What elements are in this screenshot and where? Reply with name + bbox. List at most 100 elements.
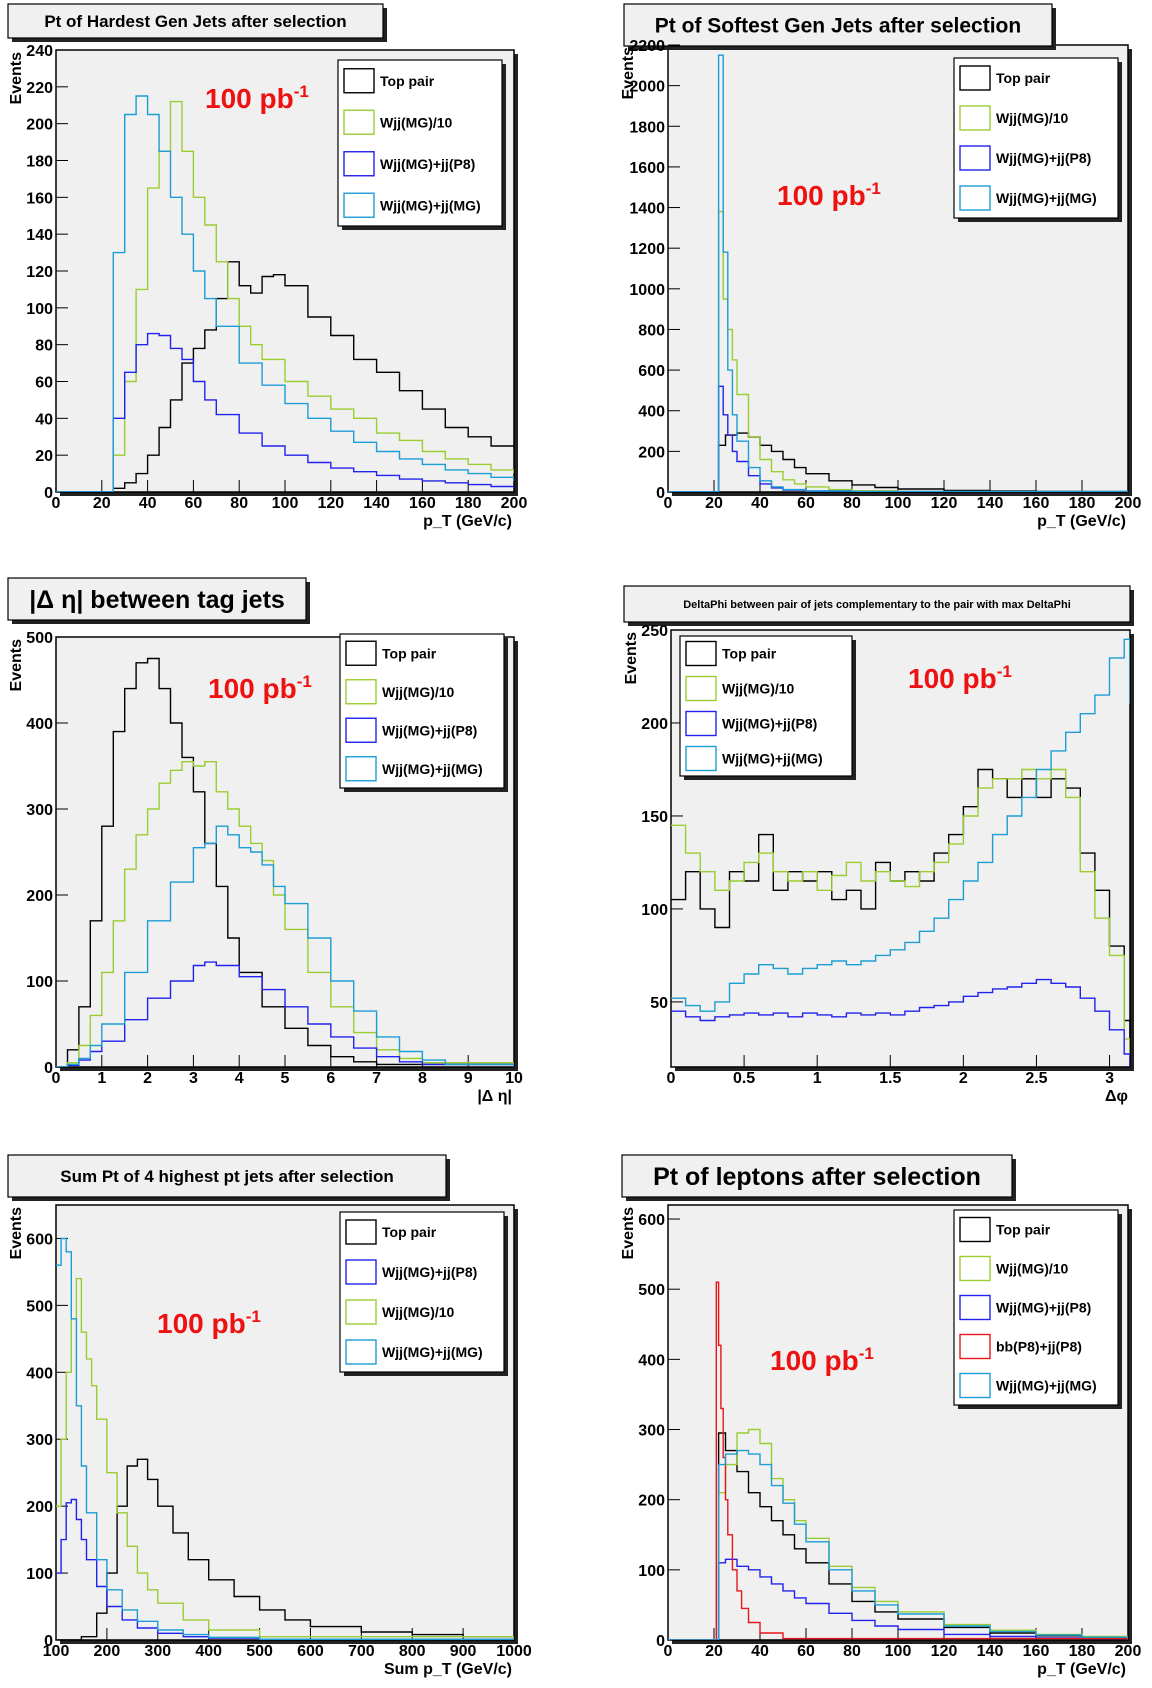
series-line-wjj-mg-jj-p8 xyxy=(56,332,514,492)
series-line-bb-p8-jj-p8 xyxy=(668,1281,1128,1640)
y-tick-label: 2000 xyxy=(629,79,665,96)
legend-entry: Top pair xyxy=(380,73,435,89)
legend-entry: Wjj(MG)/10 xyxy=(996,110,1069,126)
x-axis-label: p_T (GeV/c) xyxy=(1037,1661,1126,1678)
legend-swatch xyxy=(343,151,375,177)
y-tick-label: 600 xyxy=(638,363,665,380)
y-tick-label: 2200 xyxy=(629,38,665,55)
x-tick-label: 40 xyxy=(751,495,769,512)
x-tick-label: 120 xyxy=(931,495,958,512)
series-line-wjj-mg-jj-mg xyxy=(668,54,1128,492)
legend-entry: Wjj(MG)/10 xyxy=(380,114,453,130)
legend-swatch xyxy=(959,65,991,91)
legend-entry: Wjj(MG)+jj(P8) xyxy=(996,1300,1091,1316)
x-tick-label: 8 xyxy=(418,1070,427,1087)
chart-title: Pt of Softest Gen Jets after selection xyxy=(655,15,1021,38)
y-tick-label: 1600 xyxy=(629,160,665,177)
y-tick-label: 50 xyxy=(650,995,668,1012)
x-axis-label: p_T (GeV/c) xyxy=(423,513,512,530)
x-tick-label: 1000 xyxy=(496,1643,532,1660)
x-tick-label: 1 xyxy=(97,1070,106,1087)
series-line-wjj-mg-10 xyxy=(668,210,1128,492)
y-tick-label: 180 xyxy=(26,154,53,171)
legend-swatch xyxy=(685,745,717,772)
chart-panel-4: DeltaPhi between pair of jets complement… xyxy=(623,585,1134,1105)
chart-title: Pt of Hardest Gen Jets after selection xyxy=(44,12,346,31)
series-line-wjj-mg-jj-p8 xyxy=(671,978,1130,1067)
x-tick-label: 0 xyxy=(664,1643,673,1660)
series-line-wjj-mg-jj-mg xyxy=(56,825,514,1067)
legend-entry: Wjj(MG)+jj(MG) xyxy=(996,1378,1097,1394)
x-tick-label: 100 xyxy=(43,1643,70,1660)
y-axis-label: Events xyxy=(620,1207,637,1260)
y-tick-label: 400 xyxy=(26,716,53,733)
x-tick-label: 120 xyxy=(317,495,344,512)
y-tick-label: 1400 xyxy=(629,201,665,218)
y-tick-label: 20 xyxy=(35,448,53,465)
title-box xyxy=(7,577,307,621)
y-tick-label: 100 xyxy=(26,1566,53,1583)
y-axis-label: Events xyxy=(8,1207,25,1260)
legend-entry: Wjj(MG)/10 xyxy=(382,684,455,700)
legend-entry: Top pair xyxy=(382,645,437,661)
x-tick-label: 160 xyxy=(1023,1643,1050,1660)
x-tick-label: 9 xyxy=(464,1070,473,1087)
y-tick-label: 0 xyxy=(656,485,665,502)
y-axis-label: Events xyxy=(8,52,25,105)
legend-swatch xyxy=(959,185,991,211)
series-line-top-pair xyxy=(56,657,514,1067)
luminosity-label: 100 pb-1 xyxy=(208,672,312,704)
y-tick-label: 220 xyxy=(26,80,53,97)
legend-entry: Wjj(MG)+jj(P8) xyxy=(380,156,475,172)
title-box xyxy=(623,585,1131,623)
x-tick-label: 20 xyxy=(705,495,723,512)
y-tick-label: 300 xyxy=(638,1423,665,1440)
y-tick-label: 500 xyxy=(26,630,53,647)
luminosity-label: 100 pb-1 xyxy=(157,1307,261,1339)
x-tick-label: 0 xyxy=(52,1070,61,1087)
legend-entry: Wjj(MG)+jj(P8) xyxy=(382,722,477,738)
x-axis-label: |Δ η| xyxy=(477,1088,512,1105)
x-tick-label: 100 xyxy=(272,495,299,512)
x-tick-label: 140 xyxy=(977,1643,1004,1660)
x-tick-label: 0 xyxy=(664,495,673,512)
legend-swatch xyxy=(959,1372,991,1399)
y-tick-label: 200 xyxy=(641,716,668,733)
legend-entry: Wjj(MG)/10 xyxy=(382,1304,455,1320)
legend-swatch xyxy=(959,145,991,171)
title-box xyxy=(621,1154,1013,1198)
x-tick-label: 2 xyxy=(959,1070,968,1087)
series-line-wjj-mg-jj-mg xyxy=(671,638,1130,1012)
legend-entry: Wjj(MG)+jj(MG) xyxy=(722,751,823,767)
x-tick-label: 200 xyxy=(94,1643,121,1660)
x-tick-label: 3 xyxy=(1105,1070,1114,1087)
y-tick-label: 1000 xyxy=(629,282,665,299)
x-tick-label: 3 xyxy=(189,1070,198,1087)
legend-swatch xyxy=(345,1339,377,1365)
legend-swatch xyxy=(345,717,377,743)
y-tick-label: 240 xyxy=(26,43,53,60)
luminosity-label: 100 pb-1 xyxy=(770,1344,874,1376)
x-tick-label: 20 xyxy=(93,495,111,512)
y-tick-label: 100 xyxy=(641,902,668,919)
legend-swatch xyxy=(959,1294,991,1321)
x-tick-label: 0.5 xyxy=(733,1070,755,1087)
x-tick-label: 180 xyxy=(1069,495,1096,512)
y-tick-label: 250 xyxy=(641,623,668,640)
x-tick-label: 80 xyxy=(843,1643,861,1660)
y-tick-label: 600 xyxy=(638,1212,665,1229)
y-tick-label: 800 xyxy=(638,322,665,339)
x-tick-label: 2.5 xyxy=(1025,1070,1047,1087)
y-tick-label: 100 xyxy=(638,1563,665,1580)
legend-swatch xyxy=(685,710,717,737)
y-tick-label: 80 xyxy=(35,338,53,355)
legend-swatch xyxy=(959,1333,991,1360)
x-tick-label: 900 xyxy=(450,1643,477,1660)
legend-entry: Top pair xyxy=(996,70,1051,86)
x-tick-label: 1.5 xyxy=(879,1070,901,1087)
x-tick-label: 300 xyxy=(144,1643,171,1660)
legend-swatch xyxy=(343,109,375,135)
chart-panel-6: Pt of leptons after selection 0 20 40 60 80 10… xyxy=(620,1154,1141,1678)
y-tick-label: 200 xyxy=(26,888,53,905)
title-box xyxy=(7,3,384,39)
